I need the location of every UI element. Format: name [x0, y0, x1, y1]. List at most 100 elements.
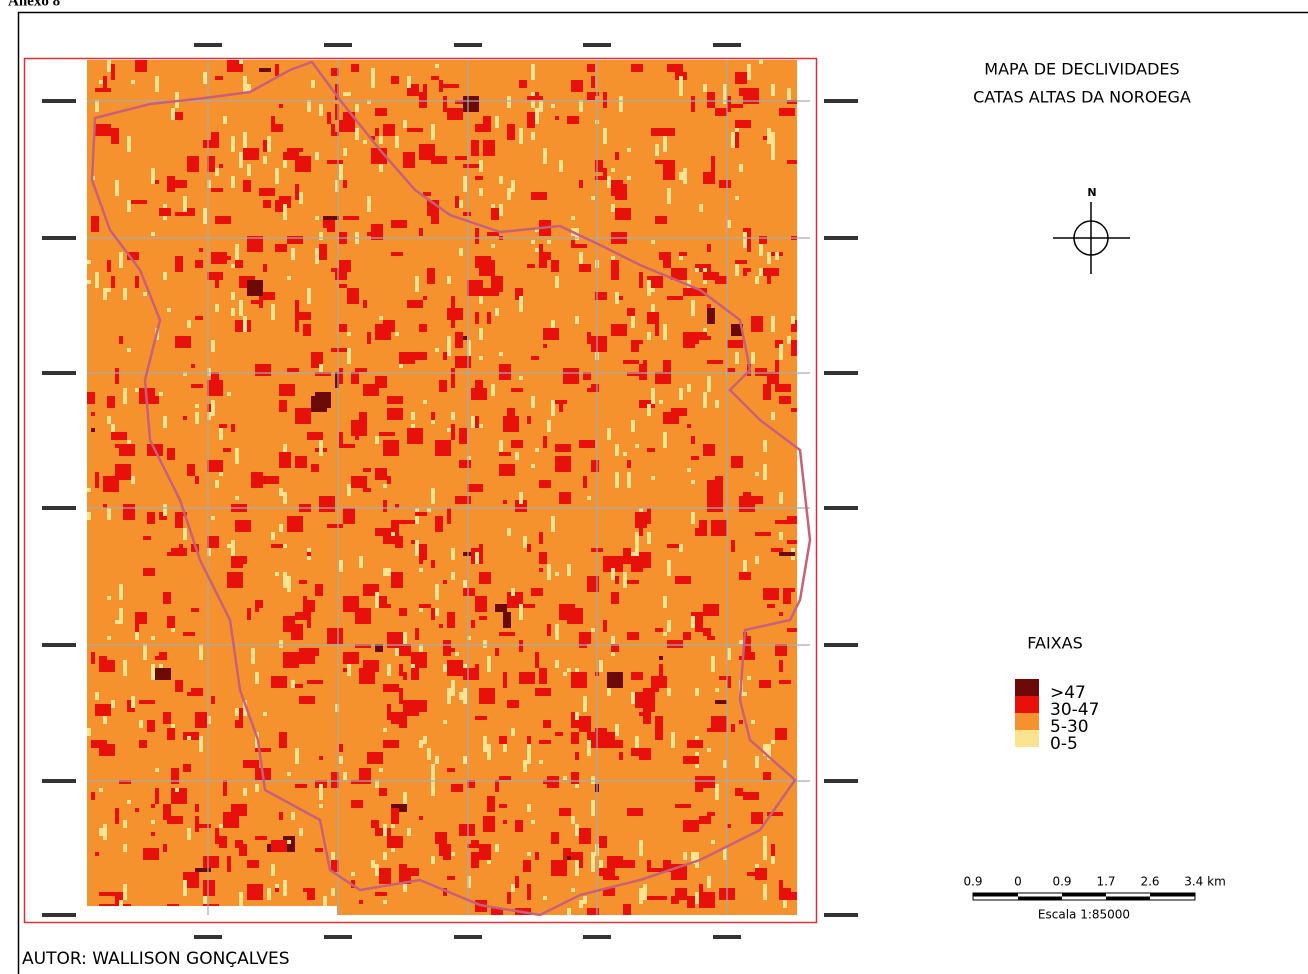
raster-cell — [167, 552, 183, 556]
raster-cell — [439, 624, 443, 628]
raster-cell — [435, 832, 447, 844]
raster-cell — [551, 260, 559, 272]
raster-cell — [283, 544, 287, 548]
raster-cell — [403, 632, 407, 648]
raster-cell — [727, 824, 731, 828]
raster-cell — [575, 752, 579, 760]
raster-cell — [303, 324, 311, 336]
author: AUTOR: WALLISON GONÇALVES — [22, 949, 290, 969]
raster-cell — [743, 692, 747, 696]
raster-cell — [563, 776, 567, 780]
raster-cell — [715, 476, 723, 480]
raster-cell — [331, 852, 335, 864]
raster-cell — [451, 296, 455, 308]
raster-cell — [695, 528, 707, 536]
raster-cell — [435, 440, 451, 456]
raster-cell — [667, 188, 671, 204]
coord-label — [583, 43, 611, 47]
raster-cell — [207, 156, 215, 172]
raster-cell — [707, 812, 715, 816]
raster-cell — [215, 304, 219, 312]
raster-cell — [699, 204, 703, 212]
raster-cell — [171, 628, 175, 632]
raster-cell — [203, 880, 215, 896]
raster-cell — [135, 612, 147, 624]
raster-cell — [195, 316, 203, 320]
raster-cell — [647, 860, 651, 872]
raster-cell — [743, 652, 755, 660]
raster-cell — [723, 760, 727, 768]
raster-cell — [751, 720, 755, 724]
raster-cell — [567, 668, 571, 672]
raster-cell — [275, 244, 287, 252]
raster-cell — [707, 92, 715, 108]
raster-cell — [515, 820, 523, 832]
raster-cell — [483, 140, 495, 156]
raster-cell — [683, 168, 687, 184]
raster-cell — [755, 756, 759, 768]
raster-cell — [635, 540, 639, 556]
raster-cell — [479, 356, 483, 360]
raster-cell — [299, 580, 307, 584]
raster-cell — [459, 692, 463, 700]
raster-cell — [587, 496, 591, 500]
raster-cell — [731, 540, 735, 552]
raster-cell — [655, 716, 663, 732]
raster-cell — [115, 180, 119, 196]
raster-cell — [535, 688, 551, 696]
raster-cell — [515, 500, 527, 512]
raster-cell — [243, 316, 247, 332]
raster-cell — [435, 64, 439, 68]
raster-cell — [143, 292, 147, 296]
raster-cell — [527, 112, 535, 128]
raster-cell — [779, 660, 783, 672]
raster-cell — [167, 816, 183, 824]
raster-cell — [395, 332, 399, 336]
raster-cell — [707, 876, 711, 888]
raster-cell — [495, 780, 499, 792]
raster-cell — [155, 768, 159, 772]
raster-cell — [331, 124, 335, 132]
raster-cell — [123, 388, 127, 404]
raster-cell — [479, 688, 495, 704]
raster-cell — [191, 688, 203, 696]
raster-cell — [471, 852, 479, 868]
raster-cell — [767, 744, 771, 760]
raster-cell — [611, 260, 619, 276]
coord-label — [713, 43, 741, 47]
raster-cell — [175, 112, 183, 120]
raster-cell — [343, 652, 359, 664]
raster-cell — [651, 128, 667, 136]
raster-cell — [527, 884, 531, 900]
raster-cell — [307, 288, 311, 304]
raster-cell — [431, 608, 435, 620]
raster-cell — [715, 276, 727, 284]
raster-cell — [647, 448, 655, 452]
raster-cell — [575, 316, 579, 324]
raster-cell — [655, 628, 663, 632]
raster-cell — [207, 536, 219, 548]
raster-cell — [591, 336, 607, 352]
raster-cell — [775, 384, 791, 392]
raster-cell — [539, 668, 547, 684]
raster-cell — [535, 852, 539, 860]
raster-cell — [171, 108, 175, 120]
raster-cell — [531, 396, 535, 408]
raster-cell — [315, 152, 319, 160]
raster-cell — [403, 884, 407, 892]
raster-cell — [163, 504, 167, 516]
raster-cell — [771, 856, 775, 864]
raster-cell — [555, 624, 559, 640]
raster-cell — [539, 740, 551, 744]
raster-cell — [499, 452, 511, 456]
raster-cell — [387, 568, 391, 576]
raster-cell — [431, 412, 435, 420]
raster-cell — [163, 272, 167, 280]
raster-cell — [671, 732, 675, 748]
raster-cell — [155, 180, 159, 184]
raster-cell — [171, 768, 179, 784]
raster-cell — [447, 768, 455, 772]
raster-cell — [499, 440, 503, 452]
raster-cell — [463, 552, 471, 556]
